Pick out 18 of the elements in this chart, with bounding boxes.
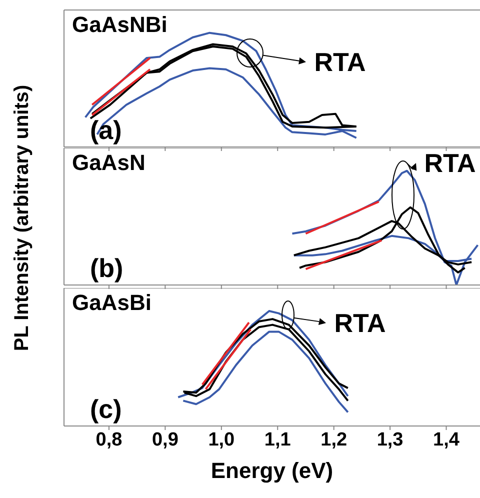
annotation: RTA bbox=[314, 47, 366, 77]
x-tick-label: 1,3 bbox=[376, 429, 404, 450]
x-tick-label: 0,8 bbox=[96, 429, 122, 450]
annotation: RTA bbox=[334, 308, 386, 338]
x-tick-label: 1,2 bbox=[320, 429, 348, 450]
annotation: (b) bbox=[90, 253, 124, 283]
x-tick-label: 1,1 bbox=[264, 429, 292, 450]
chart-title: GaAsBi bbox=[72, 290, 152, 315]
chart-title: GaAsNBi bbox=[72, 12, 168, 37]
x-tick-label: 1,0 bbox=[208, 429, 235, 450]
chart-title: GaAsN bbox=[72, 150, 146, 175]
x-tick-label: 1,4 bbox=[433, 429, 460, 450]
annotation: (a) bbox=[90, 115, 122, 145]
annotation: (c) bbox=[90, 394, 122, 424]
y-axis-title: PL Intensity (arbitrary units) bbox=[11, 84, 33, 352]
x-axis-title: Energy (eV) bbox=[210, 458, 334, 483]
annotation: RTA bbox=[424, 148, 476, 178]
x-tick-label: 0,9 bbox=[152, 429, 178, 450]
